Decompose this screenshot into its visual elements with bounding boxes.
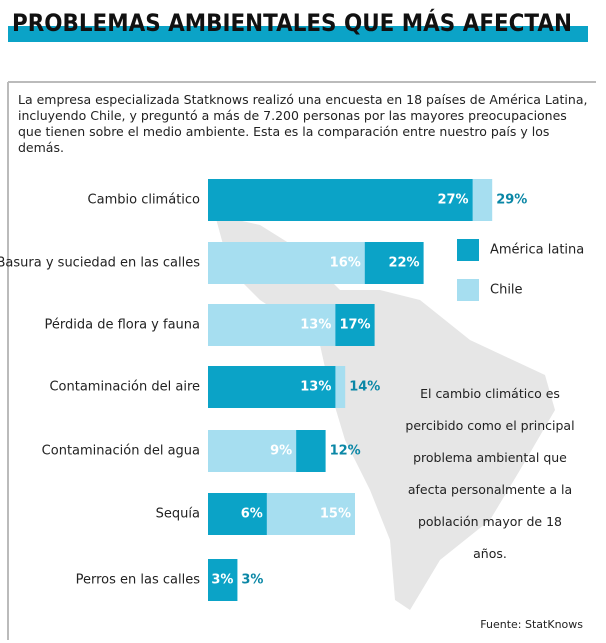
value-label: 27% [437, 193, 468, 208]
value-label: 3% [241, 573, 263, 588]
value-label: 3% [211, 573, 233, 588]
legend-label: América latina [490, 243, 584, 258]
chart-title: PROBLEMAS AMBIENTALES QUE MÁS AFECTAN [12, 8, 572, 37]
value-label: 13% [300, 318, 331, 333]
bar [208, 493, 267, 535]
category-label: Contaminación del agua [42, 444, 200, 459]
category-label: Pérdida de flora y fauna [45, 318, 201, 333]
category-label: Perros en las calles [76, 573, 201, 588]
category-label: Sequía [156, 507, 200, 522]
value-label: 16% [330, 256, 361, 271]
bar [208, 430, 297, 472]
value-label: 9% [270, 444, 292, 459]
value-label: 13% [300, 380, 331, 395]
value-label: 22% [388, 256, 419, 271]
source: Fuente: StatKnows [480, 618, 583, 631]
category-label: Basura y suciedad en las calles [0, 256, 200, 271]
value-label: 15% [320, 507, 351, 522]
subtitle: La empresa especializada Statknows reali… [18, 92, 588, 155]
value-label: 17% [339, 318, 370, 333]
legend-swatch [457, 239, 479, 261]
category-label: Cambio climático [88, 193, 201, 208]
value-label: 12% [330, 444, 361, 459]
value-label: 6% [241, 507, 263, 522]
bar [208, 559, 238, 601]
annotation: El cambio climático es percibido como el… [405, 386, 575, 561]
legend-label: Chile [490, 283, 523, 298]
category-label: Contaminación del aire [49, 380, 200, 395]
bar [208, 179, 473, 221]
bar [208, 242, 365, 284]
legend-swatch [457, 279, 479, 301]
bar [208, 304, 336, 346]
title-band [8, 26, 588, 42]
value-label: 14% [349, 380, 380, 395]
value-label: 29% [496, 193, 527, 208]
bar [208, 366, 336, 408]
